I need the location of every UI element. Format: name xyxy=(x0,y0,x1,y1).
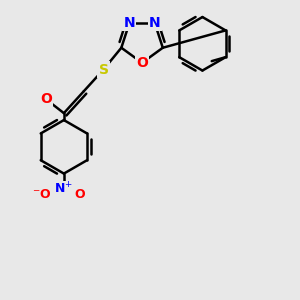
Text: O: O xyxy=(136,56,148,70)
Text: O: O xyxy=(40,92,52,106)
Text: S: S xyxy=(98,63,109,76)
Text: N$^{+}$: N$^{+}$ xyxy=(54,182,74,197)
Text: N: N xyxy=(149,16,161,30)
Text: O: O xyxy=(74,188,85,201)
Text: $^{-}$O: $^{-}$O xyxy=(32,188,52,201)
Text: N: N xyxy=(124,16,135,30)
